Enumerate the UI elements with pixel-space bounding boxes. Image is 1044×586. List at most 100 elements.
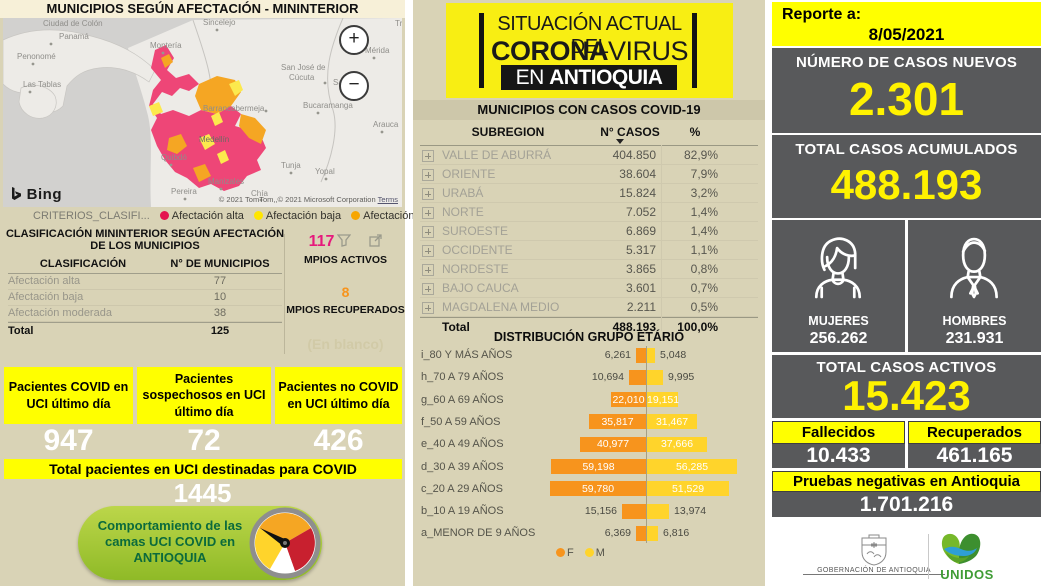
- bar-f[interactable]: [589, 414, 646, 430]
- bar-m-value: 37,666: [660, 438, 694, 451]
- bar-m[interactable]: [647, 459, 737, 474]
- terms-link[interactable]: Terms: [377, 195, 398, 204]
- bar-f[interactable]: [580, 436, 646, 452]
- uci-suspected-title: Pacientes sospechosos en UCI último día: [137, 367, 271, 424]
- classification-row[interactable]: Afectación moderada 38: [8, 306, 282, 322]
- legend-m-label: M: [595, 547, 605, 559]
- bar-m[interactable]: [647, 481, 729, 497]
- footer-divider: [928, 534, 929, 579]
- negative-tests-value: 1.701.216: [772, 492, 1041, 517]
- legend-dot-1: [253, 211, 263, 220]
- pyramid-row[interactable]: i_80 Y MÁS AÑOS 6,261 5,048: [413, 344, 765, 366]
- city-label: Tunja: [281, 161, 301, 170]
- bar-m[interactable]: [647, 347, 655, 363]
- men-box: HOMBRES 231.931: [908, 220, 1041, 352]
- age-group-label: f_50 A 59 AÑOS: [421, 415, 501, 428]
- subregion-row[interactable]: BAJO CAUCA 3.601 0,7%: [420, 279, 758, 298]
- city-label: Manizales: [208, 177, 244, 186]
- bar-f-value: 15,156: [584, 505, 617, 518]
- classification-row[interactable]: Afectación baja 10: [8, 290, 282, 306]
- expand-icon[interactable]: [422, 150, 434, 162]
- expand-icon[interactable]: [422, 226, 434, 238]
- gobernacion-label: GOBERNACIÓN DE ANTIOQUIA: [803, 567, 945, 575]
- uci-beds-behavior-button[interactable]: Comportamiento de las camas UCI COVID en…: [78, 506, 322, 580]
- active-municipalities-label: MPIOS ACTIVOS: [303, 254, 388, 266]
- subregion-row[interactable]: ORIENTE 38.604 7,9%: [420, 165, 758, 184]
- subregion-table: SUBREGION N° CASOS % VALLE DE ABURRÁ 404.…: [420, 121, 758, 336]
- report-date-box: Reporte a: 8/05/2021: [772, 2, 1041, 46]
- expand-icon[interactable]: [422, 188, 434, 200]
- pyramid-row[interactable]: b_10 A 19 AÑOS 15,156 13,974: [413, 500, 765, 522]
- popout-icon[interactable]: [369, 234, 383, 247]
- bar-f-value: 59,780: [581, 482, 615, 495]
- pyramid-row[interactable]: h_70 A 79 AÑOS 10,694 9,995: [413, 366, 765, 388]
- map-zoom-in-button[interactable]: +: [339, 25, 369, 55]
- city-dot: [324, 177, 328, 181]
- bar-m[interactable]: [647, 436, 707, 452]
- logo-line3: EN ANTIOQUIA: [501, 65, 677, 90]
- subregion-row[interactable]: VALLE DE ABURRÁ 404.850 82,9%: [420, 146, 758, 165]
- classification-table: CLASIFICACIÓN N° DE MUNICIPIOS Afectació…: [8, 255, 282, 340]
- bar-f-value: 40,977: [596, 438, 630, 451]
- expand-icon[interactable]: [422, 207, 434, 219]
- bar-f[interactable]: [622, 503, 646, 519]
- age-chart-title: DISTRIBUCIÓN GRUPO ETÁRIO: [493, 330, 685, 344]
- pyramid-legend: F M: [556, 547, 605, 559]
- bar-m-value: 31,467: [655, 415, 689, 428]
- bing-b-icon: [12, 187, 21, 200]
- bar-f[interactable]: [629, 369, 646, 385]
- bar-m[interactable]: [647, 392, 678, 408]
- city-label: Medellín: [199, 135, 229, 144]
- subregion-row[interactable]: NORDESTE 3.865 0,8%: [420, 260, 758, 279]
- pyramid-row[interactable]: e_40 A 49 AÑOS 40,977 37,666: [413, 433, 765, 455]
- active-cases-label: TOTAL CASOS ACTIVOS: [816, 359, 997, 376]
- subregion-row[interactable]: OCCIDENTE 5.317 1,1%: [420, 241, 758, 260]
- bar-m[interactable]: [647, 369, 663, 385]
- city-dot: [259, 198, 263, 202]
- expand-icon[interactable]: [422, 283, 434, 295]
- bar-m-value: 19,151: [647, 393, 680, 406]
- expand-icon[interactable]: [422, 302, 434, 314]
- new-cases-label: NÚMERO DE CASOS NUEVOS: [795, 54, 1018, 71]
- pyramid-row[interactable]: a_MENOR DE 9 AÑOS 6,369 6,816: [413, 522, 765, 544]
- pyramid-row[interactable]: g_60 A 69 AÑOS 22,010 19,151: [413, 389, 765, 411]
- bar-m[interactable]: [647, 414, 697, 430]
- pyramid-row[interactable]: c_20 A 29 AÑOS 59,780 51,529: [413, 478, 765, 500]
- subregion-row[interactable]: URABÁ 15.824 3,2%: [420, 184, 758, 203]
- recovered-value: 461.165: [908, 444, 1041, 468]
- bar-m[interactable]: [647, 525, 658, 541]
- expand-icon[interactable]: [422, 264, 434, 276]
- expand-icon[interactable]: [422, 169, 434, 181]
- recovered-municipalities-label: MPIOS RECUPERADOS: [286, 304, 405, 316]
- subregion-row[interactable]: MAGDALENA MEDIO 2.211 0,5%: [420, 298, 758, 317]
- classification-row[interactable]: Afectación alta 77: [8, 274, 282, 290]
- legend-title: CRITERIOS_CLASIFI...: [33, 210, 150, 222]
- bar-m[interactable]: [647, 503, 669, 519]
- bar-f[interactable]: [550, 481, 646, 497]
- bar-f[interactable]: [636, 347, 646, 363]
- map-zoom-out-button[interactable]: −: [339, 71, 369, 101]
- age-group-label: g_60 A 69 AÑOS: [421, 393, 504, 406]
- bar-f-value: 59,198: [582, 460, 615, 473]
- subregion-row[interactable]: NORTE 7.052 1,4%: [420, 203, 758, 222]
- logo-right-bar: [692, 13, 697, 88]
- logo-left-bar: [479, 13, 484, 88]
- subregion-row[interactable]: SUROESTE 6.869 1,4%: [420, 222, 758, 241]
- bing-map[interactable]: Ciudad de Colón Panamá Penonomé Las Tablas M…: [3, 18, 402, 207]
- city-label: Sincelejo: [203, 18, 236, 27]
- bar-f[interactable]: [611, 392, 646, 408]
- pyramid-row[interactable]: d_30 A 39 AÑOS 59,198 56,285: [413, 456, 765, 478]
- city-dot: [161, 51, 165, 55]
- age-group-label: c_20 A 29 AÑOS: [421, 482, 503, 495]
- expand-icon[interactable]: [422, 245, 434, 257]
- footer-logos: GOBERNACIÓN DE ANTIOQUIA UNIDOS: [765, 528, 1044, 586]
- bar-f[interactable]: [636, 525, 646, 541]
- bar-f[interactable]: [551, 459, 646, 474]
- gauge-icon: [249, 507, 321, 579]
- coronavirus-logo: SITUACIÓN ACTUAL DEL CORONAVIRUS EN ANTI…: [446, 3, 733, 98]
- filter-icon[interactable]: [336, 234, 352, 247]
- uci-covid-title: Pacientes COVID en UCI último día: [4, 367, 133, 424]
- total-cases-box: TOTAL CASOS ACUMULADOS 488.193: [772, 135, 1041, 218]
- pyramid-row[interactable]: f_50 A 59 AÑOS 35,817 31,467: [413, 411, 765, 433]
- classification-section: CLASIFICACIÓN MININTERIOR SEGÚN AFECTACI…: [0, 226, 405, 362]
